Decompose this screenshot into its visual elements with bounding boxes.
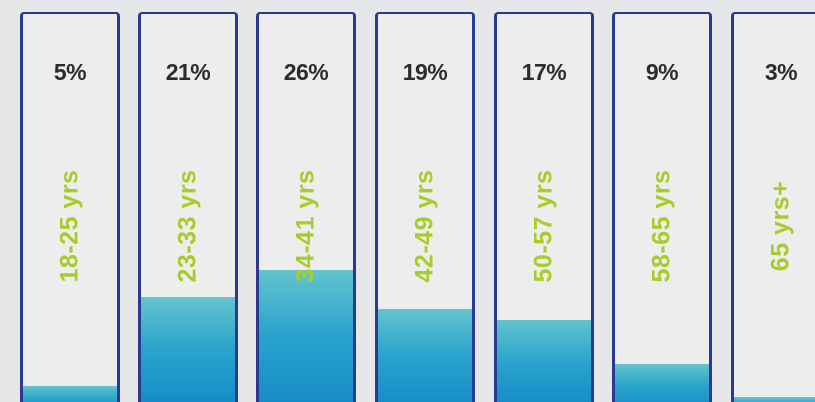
bar-5: 9% 58-65 yrs bbox=[612, 12, 712, 402]
value-label-3: 19% bbox=[402, 59, 448, 85]
bar-fill-0 bbox=[23, 386, 117, 402]
bar-2: 26% 34-41 yrs bbox=[256, 12, 356, 402]
category-label-5: 58-65 yrs bbox=[647, 169, 676, 283]
bar-fill-1 bbox=[141, 297, 235, 402]
bar-4: 17% 50-57 yrs bbox=[494, 12, 594, 402]
bar-fill-2 bbox=[259, 269, 353, 402]
bar-0: 5% 18-25 yrs bbox=[20, 12, 120, 402]
value-label-6: 3% bbox=[764, 59, 798, 85]
bar-6: 3% 65 yrs+ bbox=[731, 12, 815, 402]
value-label-2: 26% bbox=[283, 59, 329, 85]
bar-fill-3 bbox=[378, 308, 472, 402]
category-label-3: 42-49 yrs bbox=[410, 169, 439, 283]
value-label-0: 5% bbox=[53, 59, 87, 85]
category-label-1: 23-33 yrs bbox=[173, 169, 202, 283]
value-label-5: 9% bbox=[645, 59, 679, 85]
category-label-2: 34-41 yrs bbox=[291, 169, 320, 283]
bar-fill-6 bbox=[734, 397, 815, 402]
bar-fill-4 bbox=[497, 319, 591, 402]
bar-1: 21% 23-33 yrs bbox=[138, 12, 238, 402]
category-label-6: 65 yrs+ bbox=[766, 180, 795, 272]
category-label-0: 18-25 yrs bbox=[55, 169, 84, 283]
bar-fill-5 bbox=[615, 364, 709, 402]
value-label-1: 21% bbox=[165, 59, 211, 85]
value-label-4: 17% bbox=[521, 59, 567, 85]
bar-3: 19% 42-49 yrs bbox=[375, 12, 475, 402]
category-label-4: 50-57 yrs bbox=[529, 169, 558, 283]
